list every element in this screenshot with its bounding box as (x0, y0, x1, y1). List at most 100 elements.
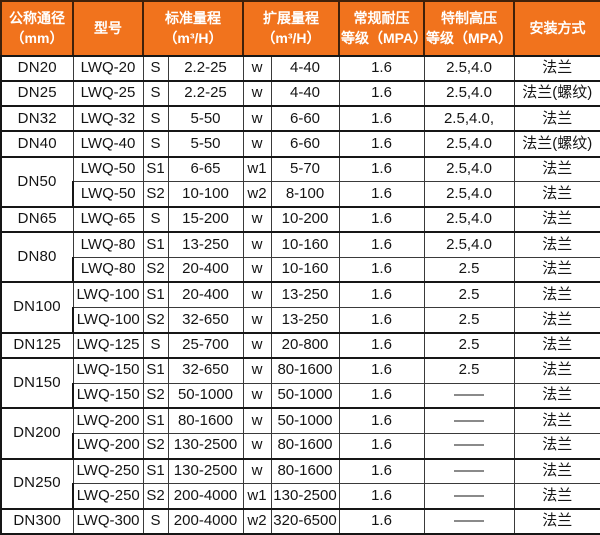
header-model: 型号 (72, 0, 144, 57)
cell-std-range: 13-250 (167, 231, 244, 258)
cell-pressure: 1.6 (338, 331, 425, 359)
cell-install: 法兰 (513, 307, 600, 334)
cell-ext-code: w (242, 256, 272, 283)
cell-pressure: 1.6 (338, 281, 425, 309)
cell-install: 法兰 (513, 231, 600, 258)
cell-pressure: 1.6 (338, 432, 425, 460)
table-row: LWQ-150 S2 50-1000 w 50-1000 1.6 —— 法兰 (1, 382, 600, 409)
cell-high-pressure: 2.5 (423, 331, 515, 359)
header-line: 特制高压 (441, 9, 497, 26)
cell-install: 法兰 (513, 407, 600, 434)
cell-std-code: S2 (142, 256, 169, 283)
table-row: DN250 LWQ-250 S1 130-2500 w 80-1600 1.6 … (0, 457, 600, 510)
cell-std-code: S (142, 205, 169, 233)
cell-high-pressure: —— (423, 483, 515, 510)
cell-install: 法兰 (513, 155, 600, 183)
cell-diameter: DN40 (0, 130, 74, 158)
cell-model: LWQ-80 (72, 256, 144, 283)
cell-ext-range: 6-60 (270, 130, 340, 158)
cell-install: 法兰 (513, 281, 600, 309)
table-row: DN25 LWQ-25 S 2.2-25 w 4-40 1.6 2.5,4.0 … (0, 80, 600, 107)
table-row: DN40 LWQ-40 S 5-50 w 6-60 1.6 2.5,4.0 法兰… (0, 130, 600, 158)
cell-high-pressure: 2.5,4.0 (423, 231, 515, 258)
cell-std-range: 20-400 (167, 281, 244, 309)
cell-ext-range: 50-1000 (270, 407, 340, 434)
cell-high-pressure: 2.5,4.0 (423, 155, 515, 183)
cell-std-range: 25-700 (167, 331, 244, 359)
cell-ext-range: 8-100 (270, 181, 340, 208)
cell-install: 法兰 (513, 181, 600, 208)
cell-diameter: DN200 (0, 407, 74, 460)
cell-ext-range: 80-1600 (270, 356, 340, 384)
cell-high-pressure: 2.5 (423, 356, 515, 384)
header-nominal-diameter: 公称通径 （mm） (0, 0, 74, 57)
cell-model: LWQ-50 (72, 181, 144, 208)
cell-install: 法兰 (513, 356, 600, 384)
cell-diameter: DN50 (0, 155, 74, 208)
cell-ext-code: w2 (242, 507, 272, 535)
cell-model: LWQ-300 (72, 507, 144, 535)
cell-std-range: 20-400 (167, 256, 244, 283)
cell-high-pressure: 2.5,4.0 (423, 205, 515, 233)
cell-install: 法兰 (513, 105, 600, 132)
cell-std-range: 50-1000 (167, 382, 244, 409)
header-line: 型号 (94, 19, 122, 36)
cell-std-range: 15-200 (167, 205, 244, 233)
cell-std-code: S (142, 331, 169, 359)
cell-pressure: 1.6 (338, 181, 425, 208)
cell-install: 法兰 (513, 205, 600, 233)
cell-ext-code: w (242, 205, 272, 233)
cell-ext-code: w1 (242, 483, 272, 510)
cell-ext-range: 130-2500 (270, 483, 340, 510)
cell-install: 法兰 (513, 256, 600, 283)
header-high-pressure: 特制高压 等级（MPA） (423, 0, 515, 57)
cell-ext-range: 4-40 (270, 80, 340, 107)
cell-std-code: S2 (142, 382, 169, 409)
header-install-type: 安装方式 (513, 0, 600, 57)
cell-pressure: 1.6 (338, 54, 425, 82)
cell-diameter: DN150 (0, 356, 74, 409)
cell-ext-range: 13-250 (270, 307, 340, 334)
cell-pressure: 1.6 (338, 507, 425, 535)
cell-std-range: 5-50 (167, 105, 244, 132)
cell-high-pressure: 2.5,4.0 (423, 181, 515, 208)
cell-std-code: S2 (142, 432, 169, 460)
cell-install: 法兰 (513, 54, 600, 82)
cell-pressure: 1.6 (338, 307, 425, 334)
cell-ext-range: 50-1000 (270, 382, 340, 409)
cell-pressure: 1.6 (338, 155, 425, 183)
table-row: DN200 LWQ-200 S1 80-1600 w 50-1000 1.6 —… (0, 407, 600, 460)
cell-high-pressure: —— (423, 457, 515, 485)
cell-install: 法兰 (513, 331, 600, 359)
cell-pressure: 1.6 (338, 356, 425, 384)
cell-std-range: 32-650 (167, 356, 244, 384)
cell-model: LWQ-100 (72, 307, 144, 334)
cell-ext-code: w (242, 307, 272, 334)
cell-std-range: 130-2500 (167, 457, 244, 485)
cell-std-code: S (142, 54, 169, 82)
table-row: DN32 LWQ-32 S 5-50 w 6-60 1.6 2.5,4.0, 法… (0, 105, 600, 132)
cell-high-pressure: 2.5 (423, 256, 515, 283)
cell-model: LWQ-25 (72, 80, 144, 107)
header-normal-pressure: 常规耐压 等级（MPA） (338, 0, 427, 57)
cell-std-range: 130-2500 (167, 432, 244, 460)
cell-std-code: S1 (142, 231, 169, 258)
cell-model: LWQ-125 (72, 331, 144, 359)
table-row: DN65 LWQ-65 S 15-200 w 10-200 1.6 2.5,4.… (0, 205, 600, 233)
cell-high-pressure: 2.5,4.0 (423, 130, 515, 158)
cell-std-range: 5-50 (167, 130, 244, 158)
cell-pressure: 1.6 (338, 407, 425, 434)
header-line: 常规耐压 (353, 9, 410, 26)
cell-std-code: S (142, 80, 169, 107)
header-standard-range: 标准量程 （m³/H） (142, 0, 244, 57)
header-line: 等级（MPA） (426, 29, 513, 46)
cell-std-range: 6-65 (167, 155, 244, 183)
cell-std-range: 32-650 (167, 307, 244, 334)
cell-high-pressure: —— (423, 382, 515, 409)
cell-ext-range: 80-1600 (270, 432, 340, 460)
cell-diameter: DN125 (0, 331, 74, 359)
table-row: LWQ-50 S2 10-100 w2 8-100 1.6 2.5,4.0 法兰 (1, 181, 600, 208)
cell-pressure: 1.6 (338, 231, 425, 258)
cell-model: LWQ-150 (72, 356, 144, 384)
table-row: LWQ-200 S2 130-2500 w 80-1600 1.6 —— 法兰 (1, 432, 600, 460)
